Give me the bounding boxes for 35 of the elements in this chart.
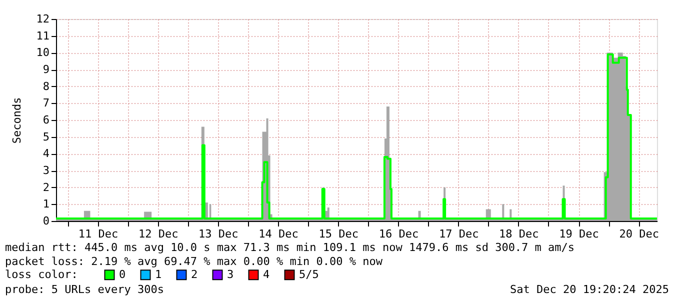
- x-tick-label: 20 Dec: [619, 228, 660, 240]
- y-tick-label: 4: [42, 147, 50, 160]
- y-tick-label: 12: [36, 12, 50, 26]
- x-tick-label: 13 Dec: [198, 228, 238, 240]
- x-tick-label: 14 Dec: [258, 228, 298, 240]
- x-tick-label: 16 Dec: [378, 228, 419, 240]
- y-tick-label: 9: [42, 63, 50, 76]
- legend-label: 1: [155, 268, 162, 281]
- legend-label: 0: [119, 268, 126, 281]
- y-tick-label: 3: [42, 164, 50, 177]
- legend-title: loss color:: [5, 268, 78, 281]
- text: median rtt: 445.0 ms avg 10.0 s max 71.3 ms min 109.1 ms now 1479.6 ms sd 300.7 m am/s: [5, 241, 575, 254]
- y-tick-label: 1: [42, 198, 50, 211]
- y-tick-label: 5: [42, 130, 50, 144]
- x-tick-label: 17 Dec: [438, 228, 479, 240]
- y-tick-label: 8: [42, 80, 50, 93]
- y-tick-label: 0: [42, 214, 50, 228]
- y-tick-label: 2: [42, 180, 50, 194]
- legend-label: 3: [227, 268, 234, 281]
- legend-label: 5/5: [299, 268, 319, 281]
- y-tick-label: 10: [36, 46, 50, 60]
- y-axis-title: Seconds: [10, 97, 24, 144]
- y-tick-label: 6: [42, 114, 50, 126]
- legend-label: 2: [191, 268, 198, 281]
- x-tick-label: 11 Dec: [78, 228, 118, 240]
- x-tick-label: 12 Dec: [138, 228, 178, 240]
- y-tick-label: 11: [36, 29, 50, 42]
- text: Sat Dec 20 19:20:24 2025: [510, 283, 669, 296]
- y-tick-label: 7: [42, 96, 50, 110]
- x-tick-label: 19 Dec: [559, 228, 599, 240]
- x-tick-label: 18 Dec: [499, 228, 539, 240]
- x-tick-label: 15 Dec: [318, 228, 359, 240]
- text: probe: 5 URLs every 300s: [5, 283, 164, 296]
- text: packet loss: 2.19 % avg 69.47 % max 0.00 % min 0.00 % now: [5, 255, 383, 268]
- legend-label: 4: [263, 268, 270, 281]
